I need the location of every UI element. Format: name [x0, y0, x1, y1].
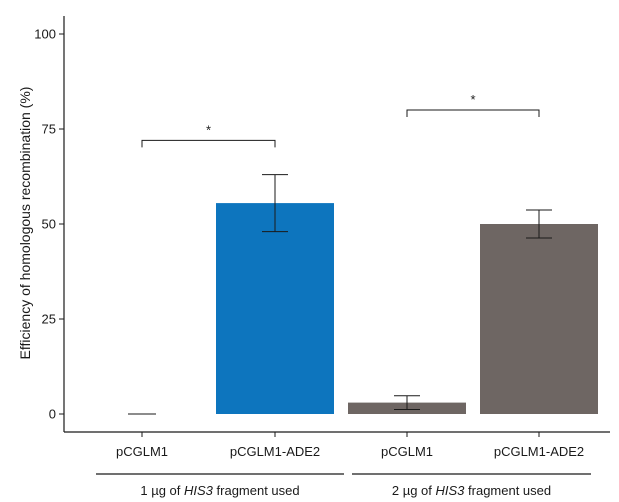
bars [128, 203, 598, 415]
significance-bracket: * [406, 92, 540, 117]
category-label: pCGLM1-ADE2 [230, 444, 320, 459]
axes: 0 25 50 75 100 [34, 16, 610, 437]
error-bar [394, 395, 420, 410]
category-labels: pCGLM1 pCGLM1-ADE2 pCGLM1 pCGLM1-ADE2 [116, 444, 584, 459]
group-labels: 1 µg of HIS3 fragment used 2 µg of HIS3 f… [96, 473, 591, 498]
significance-brackets: ** [141, 92, 540, 148]
y-tick-label: 100 [34, 27, 56, 42]
error-bar [526, 209, 552, 239]
group-label: 1 µg of HIS3 fragment used [96, 473, 344, 498]
significance-star: * [206, 122, 211, 137]
y-tick-label: 75 [42, 122, 56, 137]
bracket-line [141, 139, 276, 148]
significance-bracket: * [141, 122, 276, 148]
bar [480, 224, 598, 414]
group-label-text: 1 µg of HIS3 fragment used [140, 483, 299, 498]
error-bars [262, 174, 552, 410]
group-label: 2 µg of HIS3 fragment used [352, 473, 591, 498]
significance-star: * [470, 92, 475, 107]
error-bar [262, 174, 288, 233]
y-tick-label: 0 [49, 407, 56, 422]
y-tick-label: 25 [42, 312, 56, 327]
bracket-line [406, 109, 540, 117]
category-label: pCGLM1 [116, 444, 168, 459]
group-label-text: 2 µg of HIS3 fragment used [392, 483, 551, 498]
category-label: pCGLM1-ADE2 [494, 444, 584, 459]
category-label: pCGLM1 [381, 444, 433, 459]
y-axis-title: Efficiency of homologous recombination (… [17, 87, 33, 360]
bar [216, 203, 334, 414]
y-tick-label: 50 [42, 217, 56, 232]
